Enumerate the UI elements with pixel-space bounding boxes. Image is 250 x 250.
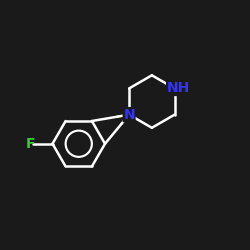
Text: F: F	[26, 137, 35, 151]
Text: N: N	[123, 108, 135, 122]
Text: NH: NH	[167, 82, 190, 96]
